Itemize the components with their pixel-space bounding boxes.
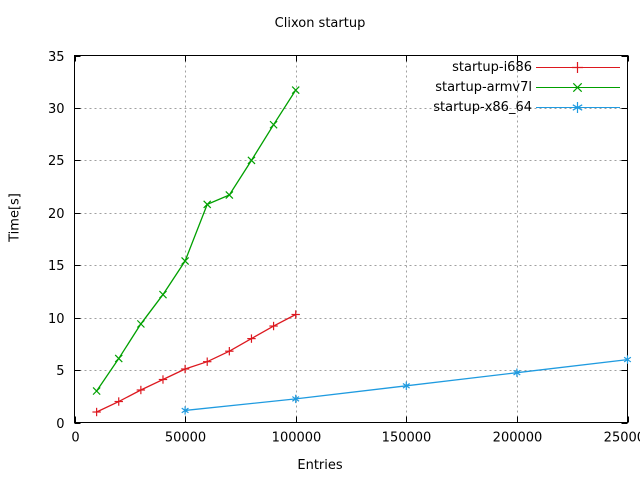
svg-text:10: 10 <box>48 312 65 327</box>
y-axis-label: Time[s] <box>7 193 23 242</box>
legend-label-startup-x86-64: startup-x86_64 <box>433 100 532 115</box>
svg-text:35: 35 <box>48 50 65 65</box>
chart-title: Clixon startup <box>274 16 366 31</box>
svg-text:200000: 200000 <box>493 431 543 446</box>
legend-entry-1[interactable]: startup-armv7l <box>330 78 628 97</box>
x-axis-label: Entries <box>297 458 343 473</box>
legend-marker-cross-icon <box>572 82 583 93</box>
legend-marker-star-icon <box>572 102 583 113</box>
axis-ticks <box>74 55 629 424</box>
svg-text:250000: 250000 <box>604 431 640 446</box>
svg-text:50000: 50000 <box>165 431 206 446</box>
legend-marker-plus-icon <box>572 62 583 73</box>
svg-text:0: 0 <box>71 431 79 446</box>
svg-text:0: 0 <box>56 417 64 432</box>
grid-lines <box>74 55 628 423</box>
series-startup-i686 <box>92 310 300 417</box>
svg-text:100000: 100000 <box>272 431 322 446</box>
legend-label-startup-i686: startup-i686 <box>452 60 532 75</box>
tick-labels: 0 5 10 15 20 25 30 35 0 50000 100000 150000 200000 25… <box>48 50 640 446</box>
legend-entry-2[interactable]: startup-x86_64 <box>330 98 628 117</box>
svg-text:5: 5 <box>56 364 64 379</box>
series-startup-x86_64 <box>181 355 632 415</box>
svg-text:20: 20 <box>48 207 65 222</box>
svg-text:150000: 150000 <box>382 431 432 446</box>
series-startup-armv7l <box>92 86 300 396</box>
svg-text:15: 15 <box>48 259 65 274</box>
svg-text:25: 25 <box>48 154 65 169</box>
legend-entry-0[interactable]: startup-i686 <box>330 58 628 77</box>
plot-border <box>74 55 628 423</box>
series-layer <box>92 86 632 417</box>
legend-label-startup-armv7l: startup-armv7l <box>435 80 532 95</box>
svg-text:30: 30 <box>48 102 65 117</box>
